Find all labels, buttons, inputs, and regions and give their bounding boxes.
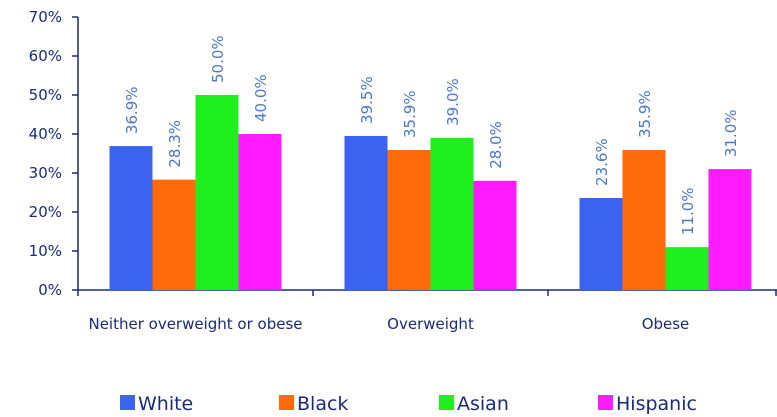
data-label: 40.0% <box>252 74 270 122</box>
legend-swatch <box>279 395 294 410</box>
bar <box>473 180 517 290</box>
bar <box>622 149 666 290</box>
y-tick-label: 40% <box>29 125 62 143</box>
y-tick-label: 0% <box>38 281 62 299</box>
data-label: 35.9% <box>636 90 654 138</box>
bar <box>665 247 709 290</box>
y-tick-label: 70% <box>29 8 62 26</box>
bar <box>152 179 196 290</box>
bar <box>238 134 282 290</box>
bar <box>109 146 153 290</box>
data-label: 28.0% <box>487 121 505 169</box>
y-tick-label: 20% <box>29 203 62 221</box>
legend-swatch <box>120 395 135 410</box>
data-label: 36.9% <box>123 86 141 134</box>
legend-label: White <box>138 393 193 415</box>
legend-swatch <box>439 395 454 410</box>
legend-label: Hispanic <box>616 393 697 415</box>
x-tick-label: Overweight <box>387 315 474 333</box>
bar <box>430 137 474 290</box>
legend-swatch <box>598 395 613 410</box>
y-tick-label: 60% <box>29 47 62 65</box>
data-label: 11.0% <box>679 187 697 235</box>
x-tick-label: Obese <box>641 315 690 333</box>
y-tick-label: 50% <box>29 86 62 104</box>
bar <box>708 169 752 290</box>
x-tick-label: Neither overweight or obese <box>88 315 303 333</box>
data-label: 50.0% <box>209 35 227 83</box>
data-label: 39.0% <box>444 78 462 126</box>
bar <box>344 135 388 290</box>
bar <box>579 197 623 290</box>
y-tick-label: 10% <box>29 242 62 260</box>
bar <box>387 149 431 290</box>
data-label: 31.0% <box>722 109 740 157</box>
legend-label: Asian <box>457 393 509 415</box>
legend-label: Black <box>297 393 348 415</box>
data-label: 39.5% <box>358 76 376 124</box>
data-label: 23.6% <box>593 138 611 186</box>
bar <box>195 95 239 290</box>
data-label: 35.9% <box>401 90 419 138</box>
y-tick-label: 30% <box>29 164 62 182</box>
data-label: 28.3% <box>166 120 184 168</box>
